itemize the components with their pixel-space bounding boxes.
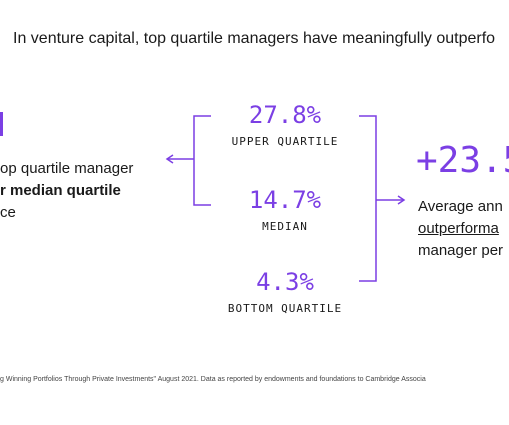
left-arrow-head — [165, 154, 174, 164]
upper-quartile-label: UPPER QUARTILE — [231, 135, 339, 148]
left-description: op quartile manager r median quartile ce — [0, 158, 133, 224]
right-arrow-head — [397, 195, 406, 205]
left-line-2: r median quartile — [0, 182, 121, 199]
left-bracket — [193, 115, 211, 206]
right-description: Average ann outperforma manager per — [418, 196, 503, 262]
bottom-quartile-value: 4.3% — [256, 268, 314, 296]
stat-median: 14.7% MEDIAN — [200, 186, 370, 233]
median-value: 14.7% — [248, 186, 322, 214]
stat-bottom-quartile: 4.3% BOTTOM QUARTILE — [200, 268, 370, 315]
right-line-1: Average ann — [418, 198, 503, 215]
median-label: MEDIAN — [262, 220, 308, 233]
stat-upper-quartile: 27.8% UPPER QUARTILE — [200, 101, 370, 148]
right-line-2: outperforma — [418, 220, 499, 237]
left-line-3: ce — [0, 204, 16, 221]
right-line-3: manager per — [418, 242, 504, 259]
left-line-1: op quartile manager — [0, 160, 134, 177]
accent-mark — [0, 112, 3, 136]
right-bracket — [359, 115, 377, 282]
bottom-quartile-label: BOTTOM QUARTILE — [227, 302, 343, 315]
outperformance-value: +23.5 — [416, 140, 509, 181]
upper-quartile-value: 27.8% — [248, 101, 322, 129]
source-footnote: g Winning Portfolios Through Private Inv… — [0, 376, 426, 383]
headline: In venture capital, top quartile manager… — [13, 30, 496, 47]
